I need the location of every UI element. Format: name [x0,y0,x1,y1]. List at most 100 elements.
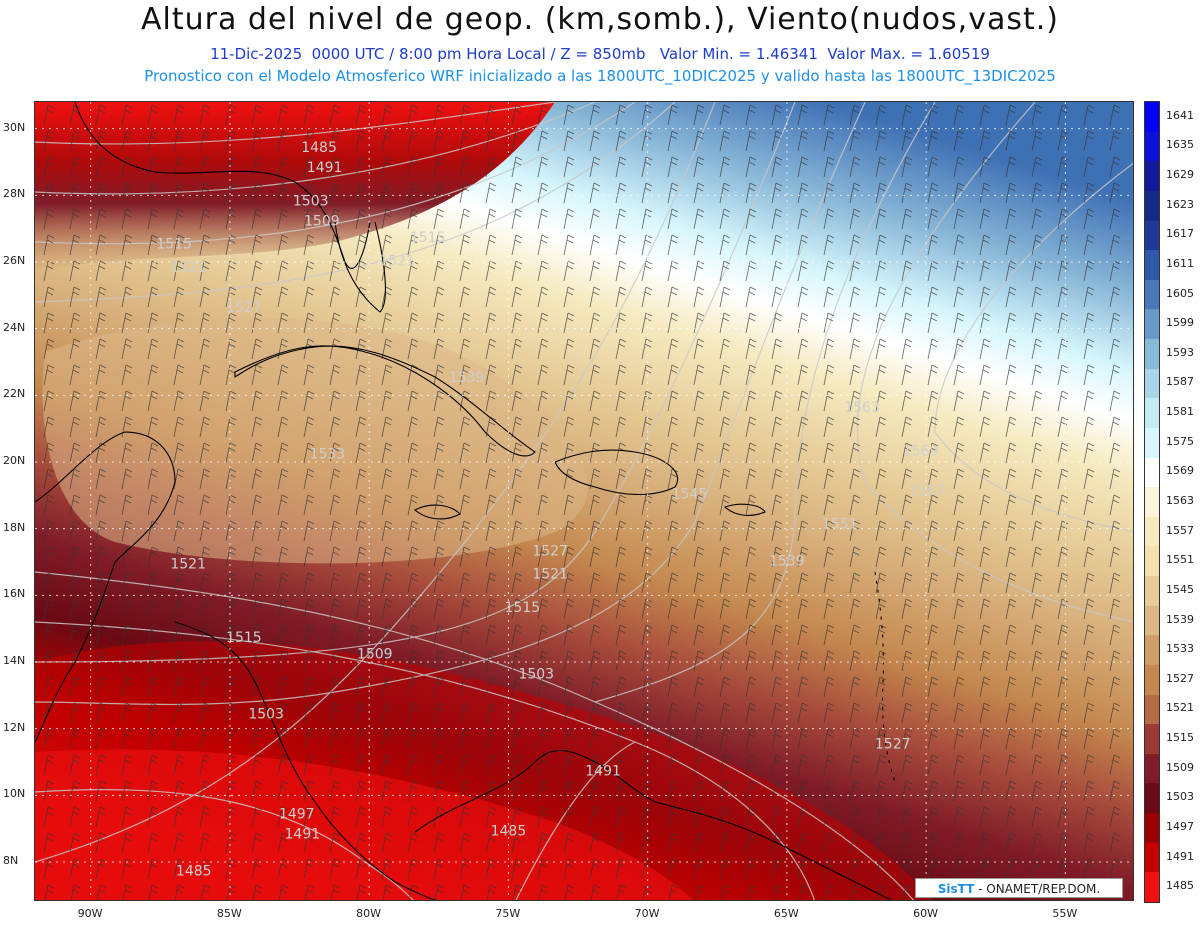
wind-barbs [35,102,1133,900]
legend-level-label: 1557 [1166,523,1194,537]
contour-value-label: 1503 [293,193,329,209]
legend-swatch [1145,427,1159,459]
legend-level-label: 1587 [1166,375,1194,389]
longitude-tick-label: 80W [356,907,382,920]
longitude-tick-label: 55W [1052,907,1078,920]
legend-swatch [1145,102,1159,133]
map-canvas: 1485 1491 1503 1509 1515 1521 1515 1521 1527 1539… [35,102,1133,900]
legend-swatch [1145,724,1159,755]
longitude-tick-label: 85W [216,907,242,920]
legend-swatch [1145,279,1159,310]
legend-swatch [1145,546,1159,577]
contour-value-label: 1485 [176,863,212,879]
map-subtitle-model-run: Pronostico con el Modelo Atmosferico WRF… [144,67,1056,85]
contour-value-label: 1503 [518,667,554,683]
contour-value-label: 1533 [310,447,346,463]
contour-value-label: 1503 [248,707,284,723]
legend-level-label: 1635 [1166,138,1194,152]
contour-value-label: 1491 [307,160,343,176]
legend-swatch [1145,813,1159,844]
legend-swatch [1145,309,1159,340]
legend-swatch [1145,457,1159,488]
contour-value-label: 1521 [170,557,206,573]
legend-level-label: 1515 [1166,731,1194,745]
legend-level-label: 1527 [1166,671,1194,685]
south-america-coast [414,749,893,900]
legend-swatch [1145,339,1159,370]
contour-value-label: 1527 [532,543,568,559]
color-legend [1144,101,1160,903]
legend-level-label: 1575 [1166,434,1194,448]
sistt-logo-text: SisTT [937,882,975,896]
latitude-tick-label: 18N [3,520,26,534]
legend-level-label: 1599 [1166,316,1194,330]
yucatan-central-america [35,431,176,743]
cuba [234,345,536,457]
legend-level-label: 1509 [1166,760,1194,774]
latitude-tick-label: 10N [3,787,26,801]
contour-value-label: 1551 [822,517,858,533]
longitude-tick-label: 65W [773,907,799,920]
forecast-map: 1485 1491 1503 1509 1515 1521 1515 1521 1527 1539… [34,101,1134,901]
legend-swatch [1145,516,1159,547]
credit-box: SisTT - ONAMET/REP.DOM. [915,878,1123,898]
legend-level-label: 1617 [1166,227,1194,241]
legend-swatch [1145,131,1159,162]
florida-peninsula [334,221,386,313]
contour-value-label: 1491 [285,827,321,843]
legend-level-label: 1569 [1166,464,1194,478]
legend-level-label: 1629 [1166,168,1194,182]
contour-value-label: 1557 [908,483,944,499]
contour-value-label: 1521 [170,260,206,276]
latitude-tick-label: 26N [3,254,26,267]
contour-value-label: 1539 [449,370,485,386]
longitude-tick-label: 60W [913,907,938,920]
lat-lon-grid [35,102,1133,900]
contour-value-label: 1491 [585,763,621,779]
longitude-tick-label: 70W [634,907,660,920]
contour-value-label: 1539 [769,553,805,569]
latitude-tick-label: 22N [3,387,26,401]
latitude-tick-label: 20N [3,454,26,467]
legend-level-label: 1521 [1166,701,1194,715]
legend-swatch [1145,753,1159,784]
legend-level-label: 1497 [1166,819,1194,833]
legend-swatch [1145,576,1159,607]
legend-swatch [1145,250,1159,281]
legend-swatch [1145,664,1159,696]
contour-value-label: 1545 [672,487,708,503]
hispaniola [554,449,678,496]
contour-value-label: 1515 [410,230,446,246]
legend-swatch [1145,842,1159,873]
legend-level-label: 1533 [1166,642,1194,656]
puerto-rico [723,503,766,516]
coastlines [35,102,896,900]
contour-value-label: 1509 [357,647,393,663]
central-america-isthmus [174,621,437,900]
legend-level-label: 1593 [1166,345,1194,359]
map-subtitle-valid-time: 11-Dic-2025 0000 UTC / 8:00 pm Hora Loca… [210,45,990,63]
legend-level-label: 1491 [1166,849,1194,863]
legend-swatch [1145,398,1159,429]
longitude-tick-label: 90W [77,907,103,920]
legend-level-label: 1551 [1166,553,1194,567]
legend-swatch [1145,161,1159,192]
contour-value-label: 1509 [304,213,340,229]
contour-value-label: 1497 [279,807,315,823]
legend-swatch [1145,635,1159,666]
lesser-antilles [874,571,896,783]
contour-value-label: 1485 [491,823,527,839]
legend-swatch [1145,694,1159,725]
legend-swatch [1145,872,1159,903]
latitude-tick-label: 14N [3,654,26,667]
legend-swatch [1145,368,1159,399]
legend-level-label: 1563 [1166,494,1194,507]
latitude-tick-label: 16N [3,587,26,601]
contour-value-label: 1563 [844,400,880,416]
legend-level-label: 1581 [1166,405,1194,419]
legend-swatch [1145,220,1159,251]
legend-level-label: 1485 [1166,879,1194,893]
longitude-tick-label: 75W [495,907,521,920]
latitude-tick-label: 28N [3,187,26,201]
legend-level-label: 1605 [1166,286,1194,300]
